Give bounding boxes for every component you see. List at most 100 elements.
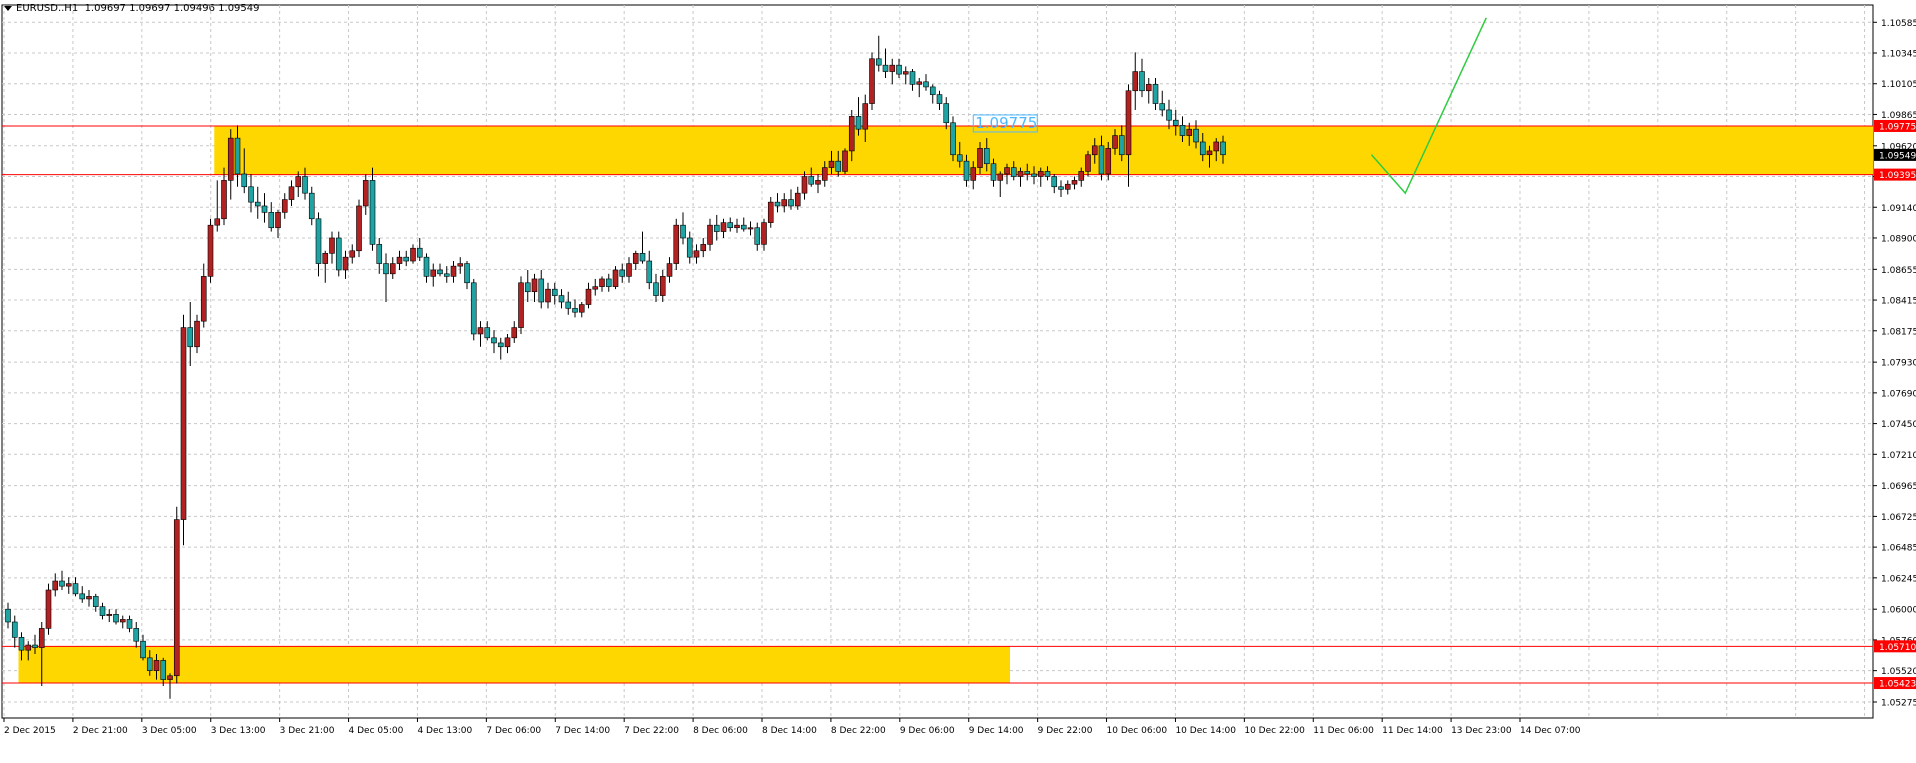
- bear-candle: [383, 263, 389, 275]
- bull-candle: [1071, 180, 1078, 185]
- bear-candle: [619, 269, 626, 277]
- y-tick-label: 1.07450: [1881, 420, 1916, 430]
- bull-candle: [477, 327, 484, 335]
- x-tick-label: 3 Dec 13:00: [211, 726, 266, 736]
- bull-candle: [1132, 71, 1139, 92]
- price-marker-label: 1.09549: [1879, 151, 1916, 161]
- bull-candle: [180, 327, 187, 520]
- bull-candle: [1064, 183, 1071, 190]
- bear-candle: [680, 224, 686, 239]
- bull-candle: [970, 167, 977, 181]
- bear-candle: [146, 657, 153, 671]
- bull-candle: [592, 286, 599, 290]
- bear-candle: [1098, 145, 1105, 175]
- bull-candle: [410, 247, 416, 262]
- symbol-label: EURUSD..H1: [16, 3, 79, 14]
- bear-candle: [423, 256, 430, 277]
- bull-candle: [504, 337, 511, 348]
- y-tick-label: 1.06485: [1881, 544, 1916, 554]
- bear-candle: [882, 64, 889, 72]
- bull-candle: [828, 160, 835, 168]
- x-tick-label: 2 Dec 21:00: [73, 726, 128, 736]
- bear-candle: [59, 580, 65, 587]
- bear-candle: [187, 327, 194, 348]
- projection-layer: [1370, 17, 1487, 195]
- bull-candle: [1091, 145, 1098, 156]
- bear-candle: [558, 295, 565, 303]
- bull-candle: [1145, 84, 1152, 92]
- bull-candle: [106, 614, 113, 616]
- chart-title: EURUSD..H1 1.09697 1.09697 1.09496 1.095…: [4, 3, 260, 14]
- bull-candle: [430, 269, 437, 277]
- bull-candle: [1105, 148, 1112, 175]
- bull-candle: [518, 282, 524, 328]
- bull-candle: [349, 250, 356, 258]
- bull-candle: [214, 218, 221, 226]
- bear-candle: [11, 621, 18, 638]
- bear-candle: [639, 253, 646, 262]
- bull-candle: [38, 628, 45, 648]
- x-tick-label: 9 Dec 06:00: [900, 726, 955, 736]
- zone-label-layer: 1.09775: [972, 114, 1038, 133]
- bull-candle: [977, 148, 983, 168]
- bear-candle: [713, 224, 720, 232]
- bull-candle: [626, 263, 632, 277]
- bear-candle: [1152, 84, 1159, 104]
- x-tick-label: 7 Dec 06:00: [486, 726, 541, 736]
- bear-candle: [646, 260, 653, 284]
- y-tick-label: 1.06000: [1881, 606, 1916, 616]
- bear-candle: [443, 273, 450, 277]
- bull-candle: [612, 269, 619, 287]
- bear-candle: [923, 81, 929, 88]
- bear-candle: [950, 122, 956, 156]
- bear-candle: [369, 180, 376, 245]
- level-price-marker: [1874, 677, 1916, 690]
- bear-candle: [140, 640, 146, 659]
- x-tick-label: 7 Dec 14:00: [555, 726, 610, 736]
- y-tick-label: 1.09865: [1881, 111, 1916, 121]
- supply-demand-zone: [18, 646, 1010, 684]
- plot-frame: [1, 4, 1874, 719]
- bull-candle: [362, 180, 369, 207]
- y-tick-label: 1.08175: [1881, 327, 1916, 337]
- ohlc-readout: 1.09697 1.09697 1.09496 1.09549: [84, 3, 260, 14]
- bull-candle: [734, 224, 740, 229]
- bear-candle: [808, 176, 815, 185]
- bear-candle: [754, 227, 761, 245]
- bull-candle: [1213, 141, 1220, 152]
- price-marker-label: 1.05710: [1879, 643, 1916, 653]
- x-tick-label: 10 Dec 22:00: [1244, 726, 1305, 736]
- y-tick-label: 1.08900: [1881, 234, 1916, 244]
- x-tick-label: 2 Dec 2015: [4, 726, 56, 736]
- bull-candle: [659, 276, 666, 296]
- x-tick-label: 7 Dec 22:00: [624, 726, 679, 736]
- bear-candle: [497, 342, 504, 348]
- bear-candle: [1051, 176, 1058, 188]
- bear-candle: [437, 269, 443, 275]
- bear-candle: [1044, 171, 1051, 177]
- y-tick-label: 1.07690: [1881, 389, 1916, 399]
- x-tick-label: 4 Dec 05:00: [349, 726, 404, 736]
- bull-candle: [457, 263, 464, 267]
- bear-candle: [774, 201, 781, 207]
- x-tick-label: 8 Dec 14:00: [762, 726, 817, 736]
- level-price-marker: [1874, 640, 1916, 653]
- caret-down-icon[interactable]: [4, 5, 12, 11]
- x-tick-label: 8 Dec 06:00: [693, 726, 748, 736]
- bear-candle: [1159, 103, 1166, 111]
- x-tick-label: 11 Dec 14:00: [1382, 726, 1443, 736]
- candles-layer: [5, 35, 1226, 699]
- bear-candle: [335, 237, 342, 271]
- bear-candle: [1118, 135, 1125, 156]
- bear-candle: [376, 244, 383, 264]
- bear-candle: [1024, 171, 1031, 175]
- bear-candle: [470, 282, 477, 335]
- bull-candle: [1206, 150, 1213, 156]
- grid-lines: [1, 4, 1874, 719]
- bear-candle: [605, 278, 612, 287]
- bull-candle: [52, 580, 59, 591]
- bull-candle: [531, 278, 538, 293]
- bull-candle: [916, 81, 923, 85]
- bear-candle: [875, 58, 882, 66]
